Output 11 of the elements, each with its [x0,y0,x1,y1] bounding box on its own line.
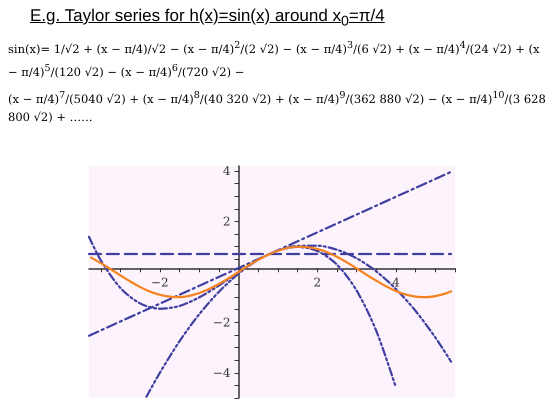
x-tick-label: −2 [150,275,169,290]
text: sin(x)= 1/√2 + (x − π/4)/√2 − (x − π/4)$^{2}$/(2 √2) − (x − π/4)$^{3}$/(6 √2) + (x − π/4)$^{4}$/(24 √2) + (x − π/4)$^{5}$/(120 √2) − (x − π/4)$^{6}$/(720 √2) − [8,40,540,79]
x-tick-label: 4 [392,275,400,290]
chart-title: E.g. Taylor series for h(x)=sin(x) around x$_{0}$=π/4 [30,6,385,30]
y-tick-label: 4 [222,164,231,178]
y-tick-label: 2 [222,214,231,228]
text: (x − π/4)$^{7}$/(5040 √2) + (x − π/4)$^{8}$/(40 320 √2) + (x − π/4)$^{9}$/(362 880 √2) − (x − π/4)$^{10}$/(3 628 800 √2) + …… [8,90,546,124]
line-series [90,246,452,298]
y-tick-label: −2 [212,315,231,330]
x-tick-label: 2 [313,275,322,290]
y-tick-label: −4 [212,366,231,380]
